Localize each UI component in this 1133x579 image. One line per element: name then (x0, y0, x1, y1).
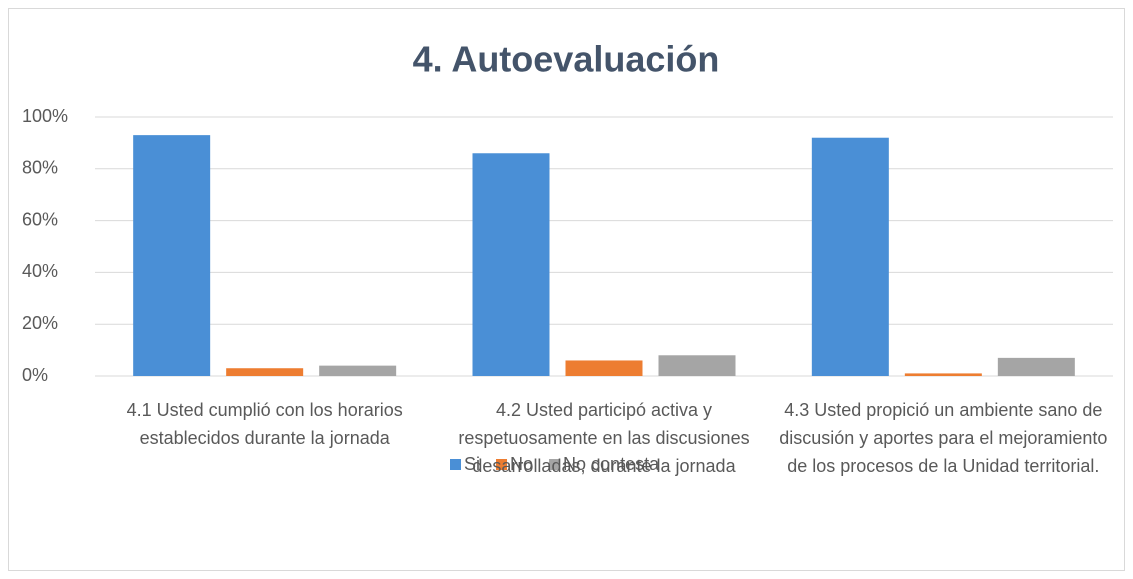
legend-label: Si (464, 454, 480, 474)
bar (319, 365, 397, 376)
legend-label: No contesta (563, 454, 660, 474)
bar (133, 135, 211, 376)
legend-swatch (450, 459, 461, 470)
bar (904, 373, 982, 376)
bar (472, 153, 550, 376)
legend-label: No (510, 454, 533, 474)
bar (226, 368, 304, 376)
chart-title: 4. Autoevaluación (413, 39, 720, 80)
x-tick-label: 4.3 Usted propició un ambiente sano de d… (779, 400, 1108, 476)
x-tick-label: 4.2 Usted participó activa y respetuosam… (458, 400, 750, 476)
x-tick-label: 4.1 Usted cumplió con los horarios estab… (126, 400, 403, 448)
bar (565, 360, 643, 376)
bar (997, 357, 1075, 376)
y-tick-label: 20% (22, 313, 58, 333)
bar (811, 137, 889, 376)
y-tick-label: 60% (22, 209, 58, 229)
y-tick-label: 80% (22, 158, 58, 178)
legend-swatch (549, 459, 561, 470)
y-tick-label: 100% (22, 106, 68, 126)
bar (658, 355, 736, 376)
y-tick-label: 40% (22, 261, 58, 281)
y-tick-label: 0% (22, 365, 48, 385)
legend-swatch (496, 459, 508, 470)
